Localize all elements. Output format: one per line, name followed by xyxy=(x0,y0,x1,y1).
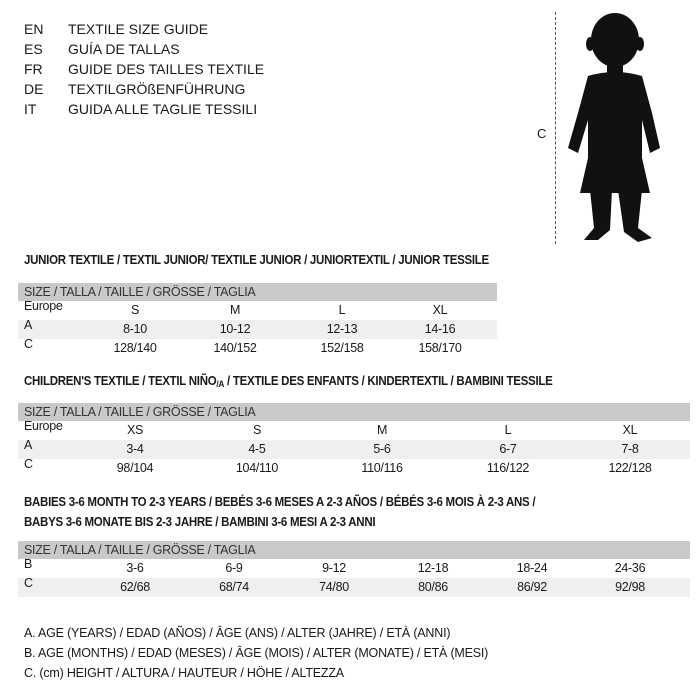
language-es: ES GUÍA DE TALLAS xyxy=(24,41,180,57)
legend: A. AGE (YEARS) / EDAD (AÑOS) / ÂGE (ANS)… xyxy=(24,623,488,683)
table-header: SIZE / TALLA / TAILLE / GRÖSSE / TAGLIA xyxy=(18,541,690,559)
table-row: Europe XS S M L XL xyxy=(24,419,638,437)
table-row: B 3-6 6-9 9-12 12-18 18-24 24-36 xyxy=(24,557,646,575)
table-header: SIZE / TALLA / TAILLE / GRÖSSE / TAGLIA xyxy=(18,403,690,421)
babies-title-line1: BABIES 3-6 MONTH TO 2-3 YEARS / BEBÉS 3-… xyxy=(24,495,536,509)
table-row: C 62/68 68/74 74/80 80/86 86/92 92/98 xyxy=(18,576,690,597)
children-title: CHILDREN'S TEXTILE / TEXTIL NIÑO/A / TEX… xyxy=(24,374,553,389)
legend-a: A. AGE (YEARS) / EDAD (AÑOS) / ÂGE (ANS)… xyxy=(24,626,451,640)
table-header: SIZE / TALLA / TAILLE / GRÖSSE / TAGLIA xyxy=(18,283,497,301)
table-row: A 3-4 4-5 5-6 6-7 7-8 xyxy=(18,438,690,459)
legend-c: C. (cm) HEIGHT / ALTURA / HAUTEUR / HÖHE… xyxy=(24,666,344,680)
height-measure-line xyxy=(555,12,556,244)
legend-b: B. AGE (MONTHS) / EDAD (MESES) / ÂGE (MO… xyxy=(24,646,489,660)
child-silhouette-icon xyxy=(568,13,660,242)
table-row: C 128/140 140/152 152/158 158/170 xyxy=(24,337,462,355)
junior-size-table: SIZE / TALLA / TAILLE / GRÖSSE / TAGLIA … xyxy=(18,283,497,358)
babies-title-line2: BABYS 3-6 MONATE BIS 2-3 JAHRE / BAMBINI… xyxy=(24,515,376,529)
height-label: C xyxy=(537,126,547,141)
language-fr: FR GUIDE DES TAILLES TEXTILE xyxy=(24,61,265,77)
language-list: EN TEXTILE SIZE GUIDE ES GUÍA DE TALLAS FR… xyxy=(24,19,264,119)
babies-size-table: SIZE / TALLA / TAILLE / GRÖSSE / TAGLIA … xyxy=(18,541,690,597)
language-it: IT GUIDA ALLE TAGLIE TESSILI xyxy=(24,101,258,117)
junior-title: JUNIOR TEXTILE / TEXTIL JUNIOR/ TEXTILE … xyxy=(24,253,489,267)
table-row: A 8-10 10-12 12-13 14-16 xyxy=(18,318,497,339)
language-de: DE TEXTILGRÖßENFÜHRUNG xyxy=(24,81,246,97)
table-row: C 98/104 104/110 110/116 116/122 122/128 xyxy=(24,457,652,475)
children-size-table: SIZE / TALLA / TAILLE / GRÖSSE / TAGLIA … xyxy=(18,403,690,478)
language-en: EN TEXTILE SIZE GUIDE xyxy=(24,21,209,37)
table-row: Europe S M L XL xyxy=(24,299,448,317)
